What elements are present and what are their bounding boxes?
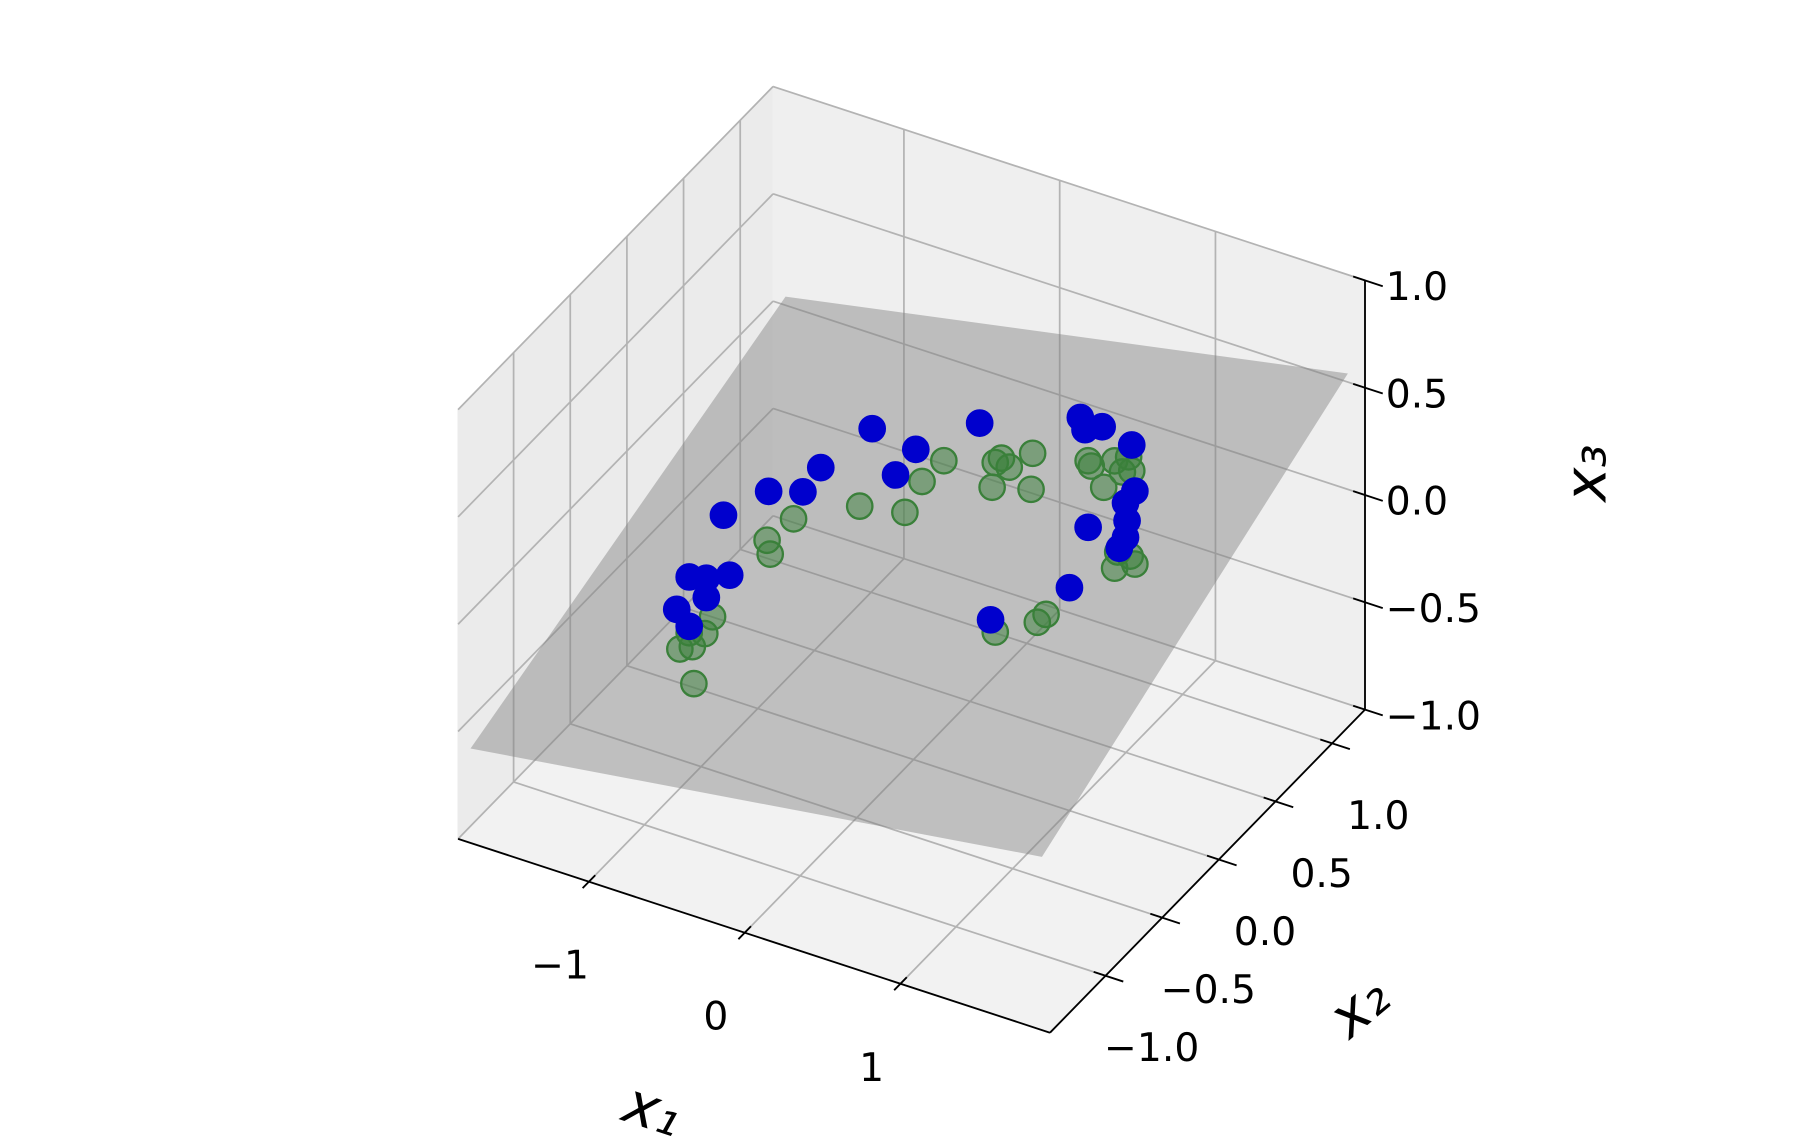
grid-line xyxy=(513,781,1106,977)
grid-line xyxy=(457,85,774,411)
tick-mark xyxy=(1320,738,1351,751)
grid-line xyxy=(457,407,774,733)
z-tick-label: 1.0 xyxy=(1386,265,1448,310)
grid-line xyxy=(772,300,1366,496)
point xyxy=(929,446,958,475)
point xyxy=(709,501,738,530)
tick-mark xyxy=(1150,912,1181,925)
tick-mark xyxy=(1352,275,1384,288)
y-axis-line xyxy=(1049,708,1366,1034)
grid-line xyxy=(683,606,1276,803)
z-axis-title: x₃ xyxy=(1552,444,1620,503)
grid-line xyxy=(457,193,774,518)
point xyxy=(754,477,783,506)
point xyxy=(1088,412,1116,441)
x-axis-title: x₁ xyxy=(614,1067,691,1140)
tick-mark xyxy=(737,925,752,940)
point xyxy=(806,453,835,482)
y-tick-label: 1.0 xyxy=(1347,794,1409,839)
tick-mark xyxy=(1093,970,1124,983)
z-tick-label: −1.0 xyxy=(1386,694,1481,739)
point xyxy=(1018,439,1047,468)
point xyxy=(1089,473,1118,502)
z-tick-label: 0.0 xyxy=(1386,480,1448,525)
point xyxy=(908,467,936,496)
point xyxy=(789,478,817,506)
point xyxy=(976,605,1005,634)
tick-mark xyxy=(1352,704,1384,717)
point xyxy=(779,505,808,533)
grid-line xyxy=(588,558,905,883)
tick-mark xyxy=(893,976,908,991)
point xyxy=(891,498,919,527)
point xyxy=(858,414,887,443)
grid-line xyxy=(739,548,1333,745)
tick-mark xyxy=(1352,382,1384,395)
points-above xyxy=(662,403,1149,641)
tick-mark xyxy=(1206,854,1237,867)
point xyxy=(845,492,874,520)
z-tick-label: −0.5 xyxy=(1386,587,1481,632)
tick-mark xyxy=(1352,597,1384,610)
grid-line xyxy=(457,300,774,625)
point xyxy=(692,583,721,612)
point xyxy=(680,669,708,698)
x-tick-label: 0 xyxy=(703,995,728,1040)
point xyxy=(715,561,744,590)
point xyxy=(675,612,704,641)
point xyxy=(1032,600,1060,629)
y-axis-title: x₂ xyxy=(1313,962,1402,1052)
grid xyxy=(457,85,1366,985)
grid-line xyxy=(772,193,1366,389)
grid-line xyxy=(772,85,1366,282)
point xyxy=(901,435,930,464)
point xyxy=(965,409,994,437)
point xyxy=(1055,573,1084,602)
z-tick-label: 0.5 xyxy=(1386,372,1448,417)
point xyxy=(1108,458,1137,486)
point xyxy=(1105,534,1134,563)
grid-line xyxy=(569,722,1163,919)
grid-line xyxy=(626,664,1220,861)
x-tick-label: 1 xyxy=(859,1046,884,1091)
tick-mark xyxy=(1263,796,1294,809)
axes: −1 0 1 −1.0 −0.5 0.0 0.5 1.0 −1.0 −0.5 0.0 0.5 1.0 xyxy=(457,265,1481,1091)
grid-line xyxy=(744,609,1061,934)
tick-mark xyxy=(1352,490,1384,502)
tick-mark xyxy=(581,874,596,889)
grid-line xyxy=(899,660,1217,985)
y-tick-label: 0.0 xyxy=(1234,910,1296,955)
y-tick-label: −1.0 xyxy=(1104,1026,1199,1071)
y-tick-label: −0.5 xyxy=(1161,968,1256,1013)
point xyxy=(881,461,910,489)
x-axis-line xyxy=(457,837,1051,1034)
y-tick-label: 0.5 xyxy=(1290,852,1352,897)
point xyxy=(1017,475,1045,504)
point xyxy=(756,540,785,568)
point xyxy=(978,473,1006,502)
point xyxy=(1074,513,1102,542)
x-tick-label: −1 xyxy=(531,944,589,989)
point xyxy=(1117,431,1146,459)
grid-line xyxy=(772,514,1366,711)
